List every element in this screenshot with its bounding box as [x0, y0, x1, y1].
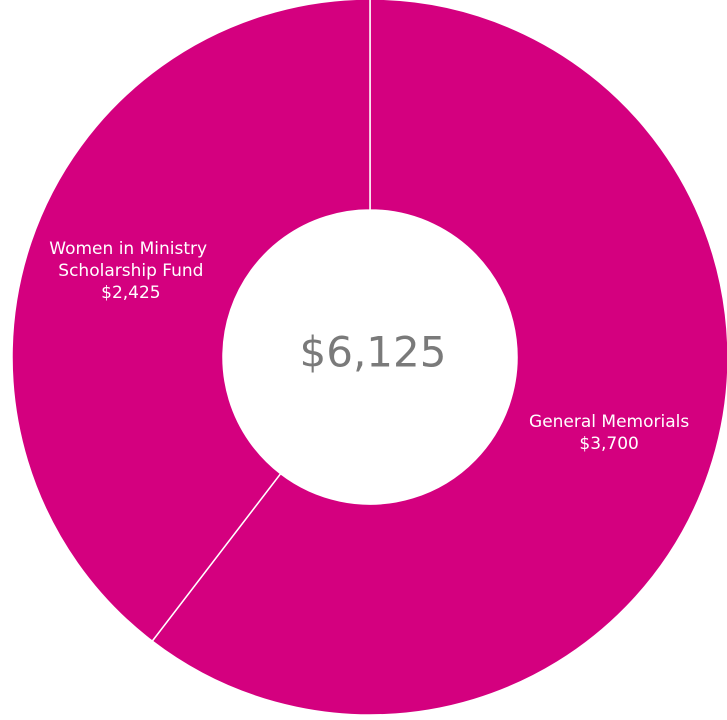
- donut-slice: [151, 0, 727, 716]
- slices: [11, 0, 727, 716]
- slice-value-label: $3,700: [579, 434, 638, 454]
- slice-category-label: General Memorials: [529, 412, 689, 432]
- slice-category-label: Women in Ministry Scholarship Fund: [49, 239, 212, 281]
- slice-value-label: $2,425: [101, 283, 160, 303]
- labels: General Memorials$3,700 Women in Ministry…: [49, 239, 689, 454]
- donut-slice: [11, 0, 371, 643]
- center-total: $6,125: [300, 328, 447, 377]
